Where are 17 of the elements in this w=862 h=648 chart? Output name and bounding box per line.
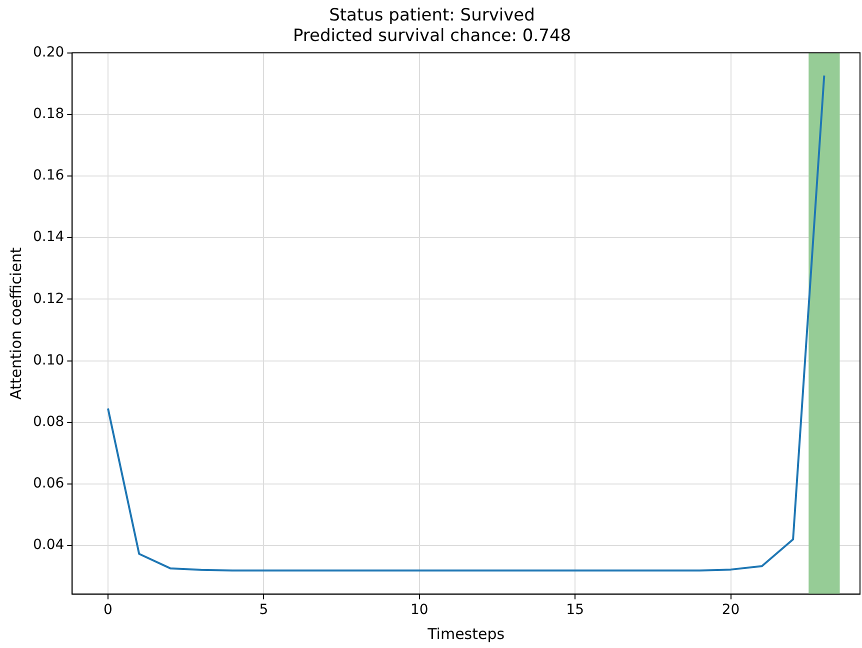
y-tick-label: 0.10 — [33, 352, 64, 368]
x-axis-title: Timesteps — [426, 624, 505, 643]
y-tick-label: 0.18 — [33, 106, 64, 122]
chart-title: Status patient: Survived Predicted survival chance: 0.748 — [292, 6, 572, 46]
y-tick-label: 0.14 — [33, 229, 64, 246]
y-tick-label: 0.12 — [33, 290, 64, 307]
x-tick-label: 0 — [104, 602, 112, 618]
y-tick-label: 0.04 — [33, 537, 64, 554]
y-tick-label: 0.08 — [33, 414, 64, 430]
y-tick-label: 0.06 — [33, 476, 64, 492]
y-tick-label: 0.16 — [33, 168, 64, 184]
x-tick-label: 20 — [722, 602, 740, 618]
x-tick-label: 10 — [410, 602, 428, 618]
x-tick-label: 5 — [259, 602, 268, 618]
x-tick-label: 15 — [566, 602, 584, 618]
y-axis-title: Attention coefficient — [6, 247, 25, 400]
y-tick-label: 0.20 — [33, 44, 64, 60]
